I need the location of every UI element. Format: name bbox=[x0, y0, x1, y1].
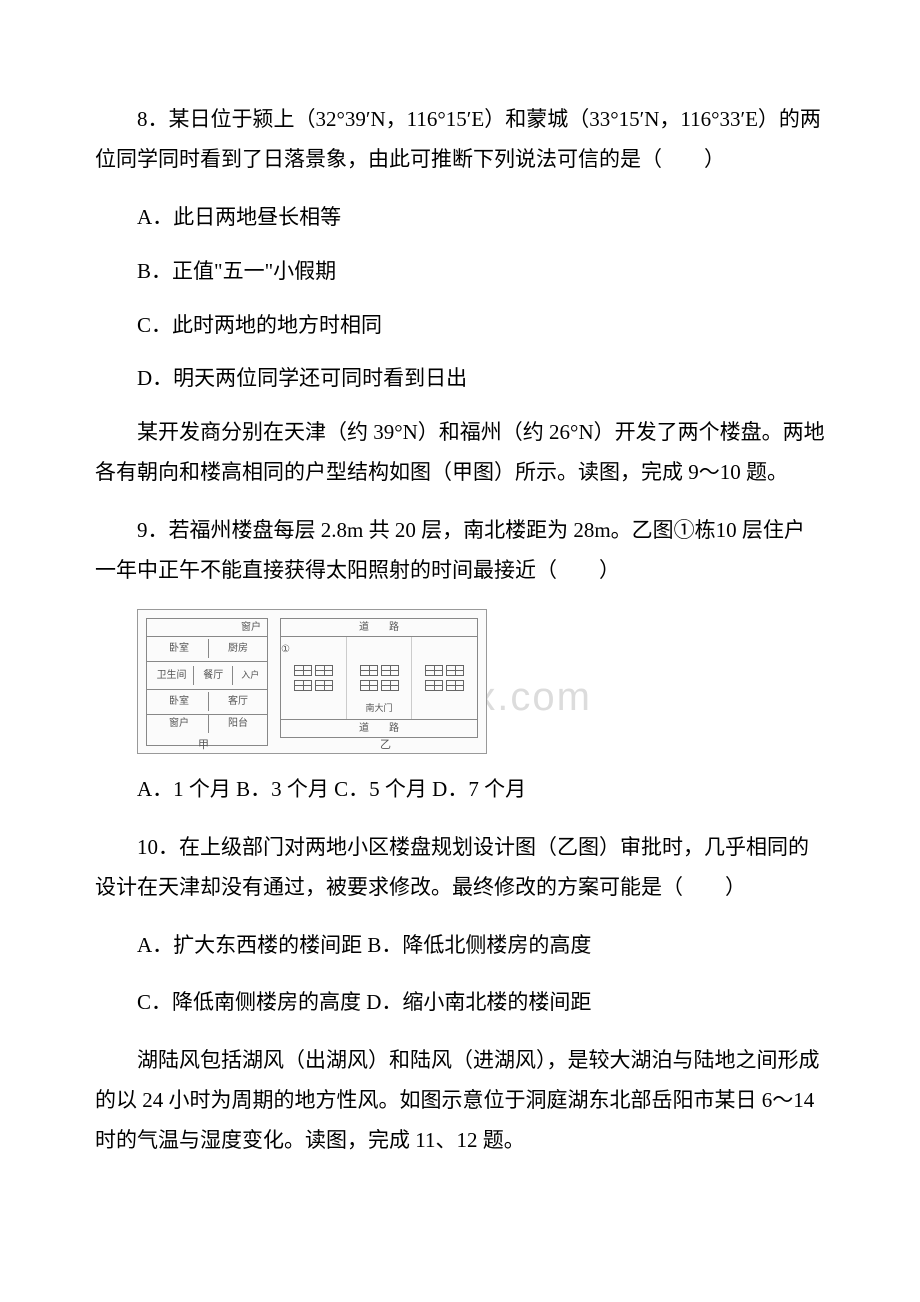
caption-yi: 乙 bbox=[380, 735, 391, 756]
q9-stem: 9．若福州楼盘每层 2.8m 共 20 层，南北楼距为 28m。乙图①栋10 层… bbox=[95, 511, 825, 591]
cell-living: 客厅 bbox=[209, 692, 267, 711]
q10-stem: 10．在上级部门对两地小区楼盘规划设计图（乙图）审批时，几乎相同的设计在天津却没… bbox=[95, 828, 825, 908]
figure-left-r3: 卧室 客厅 bbox=[147, 690, 267, 715]
gate-label: 南大门 bbox=[365, 700, 392, 717]
cell-bedroom1: 卧室 bbox=[150, 639, 209, 658]
context-9-10: 某开发商分别在天津（约 39°N）和福州（约 26°N）开发了两个楼盘。两地各有… bbox=[95, 413, 825, 493]
figure-left-r2: 卫生间 餐厅 入户 bbox=[147, 662, 267, 690]
cell-bedroom2: 卧室 bbox=[150, 692, 209, 711]
road-bottom: 道 路 bbox=[281, 719, 477, 737]
building-3 bbox=[412, 637, 477, 719]
cell-window: 窗户 bbox=[150, 714, 209, 733]
figure-container: www.bdocx.com 窗户 卧室 厨房 卫生间 餐厅 入户 卧室 客厅 窗… bbox=[137, 609, 825, 754]
q10-options-line2: C．降低南侧楼房的高度 D．缩小南北楼的楼间距 bbox=[95, 983, 825, 1023]
figure-left-floorplan: 窗户 卧室 厨房 卫生间 餐厅 入户 卧室 客厅 窗户 阳台 bbox=[146, 618, 268, 746]
cell-bath: 卫生间 bbox=[150, 666, 194, 685]
caption-jia: 甲 bbox=[198, 735, 209, 756]
cell-kitchen: 厨房 bbox=[209, 639, 267, 658]
cell-entry: 入户 bbox=[233, 667, 267, 684]
figure-right-siteplan: 道 路 南大门 道 路 bbox=[280, 618, 478, 738]
figure-left-top: 窗户 bbox=[147, 619, 267, 637]
q9-options: A．1 个月 B．3 个月 C．5 个月 D．7 个月 bbox=[95, 770, 825, 810]
floor-plan-figure: 窗户 卧室 厨房 卫生间 餐厅 入户 卧室 客厅 窗户 阳台 ① 道 路 bbox=[137, 609, 487, 754]
buildings-area: 南大门 bbox=[281, 637, 477, 719]
q8-stem: 8．某日位于颍上（32°39′N，116°15′E）和蒙城（33°15′N，11… bbox=[95, 100, 825, 180]
q8-option-b: B．正值"五一"小假期 bbox=[95, 252, 825, 292]
figure-left-bottom: 窗户 阳台 bbox=[147, 715, 267, 733]
context-11-12: 湖陆风包括湖风（出湖风）和陆风（进湖风），是较大湖泊与陆地之间形成的以 24 小… bbox=[95, 1041, 825, 1161]
figure-left-r1: 卧室 厨房 bbox=[147, 637, 267, 662]
cell-dining: 餐厅 bbox=[194, 666, 233, 685]
q8-option-d: D．明天两位同学还可同时看到日出 bbox=[95, 359, 825, 399]
q10-options-line1: A．扩大东西楼的楼间距 B．降低北侧楼房的高度 bbox=[95, 926, 825, 966]
road-top: 道 路 bbox=[281, 619, 477, 637]
q8-option-c: C．此时两地的地方时相同 bbox=[95, 306, 825, 346]
cell-balcony: 阳台 bbox=[209, 714, 267, 733]
building-2: 南大门 bbox=[347, 637, 413, 719]
q8-option-a: A．此日两地昼长相等 bbox=[95, 198, 825, 238]
building-1 bbox=[281, 637, 347, 719]
